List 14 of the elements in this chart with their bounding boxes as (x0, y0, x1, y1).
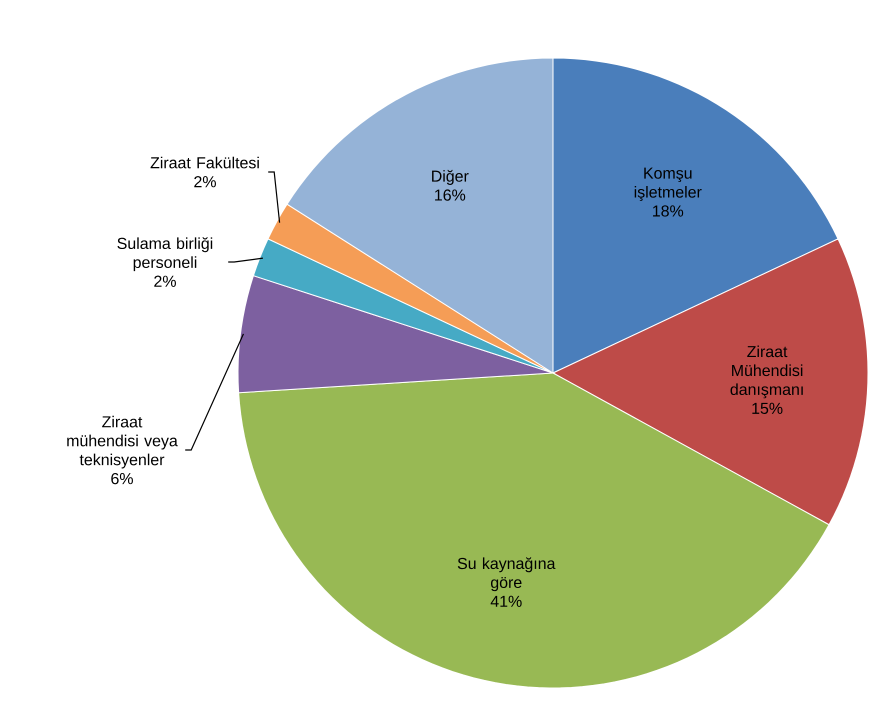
slice-label: Su kaynağına göre (458, 557, 556, 592)
slice-label: Diğer (432, 170, 469, 185)
data-label: 41% (490, 596, 522, 607)
data-label: 2% (194, 176, 216, 188)
slice-label: Komşu işletmeler (634, 168, 702, 201)
data-label: 15% (752, 402, 782, 414)
slice-label: Ziraat Mühendisi danışmanı (730, 345, 803, 398)
data-label: 16% (435, 189, 466, 201)
slice-label: Ziraat Fakültesi (150, 156, 259, 168)
data-label: 18% (653, 205, 684, 217)
slice-label: Sulama birliği personeli (117, 237, 212, 272)
data-label: 2% (154, 276, 176, 287)
slice-label: Ziraat mühendisi veya teknisyenler (67, 416, 178, 468)
data-label: 6% (111, 472, 133, 484)
